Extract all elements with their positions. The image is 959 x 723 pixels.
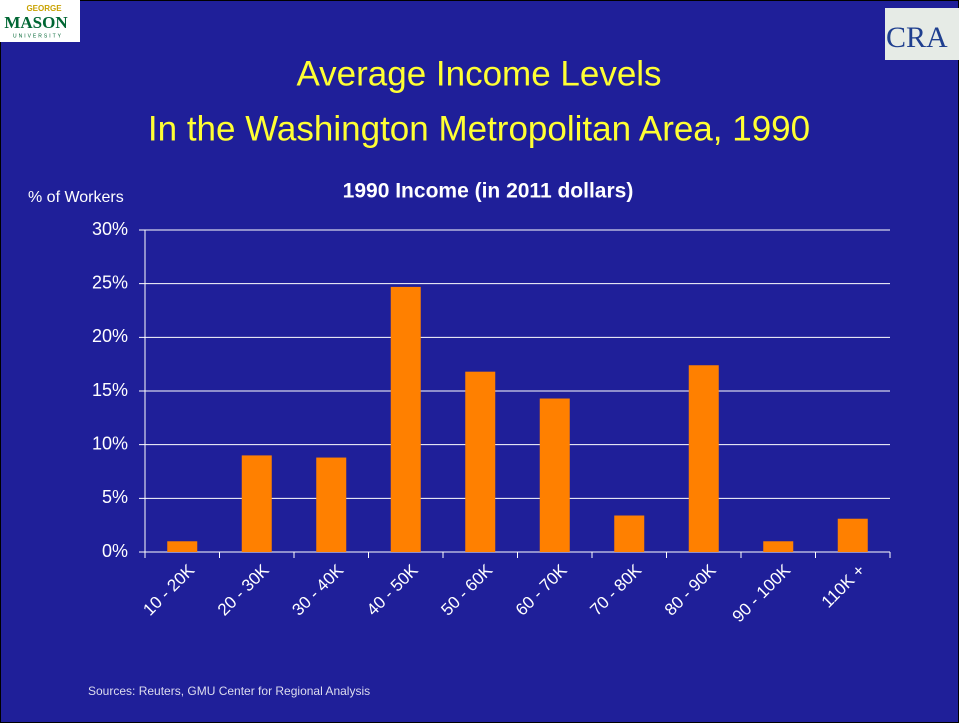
logo-text: UNIVERSITY (13, 33, 63, 39)
logo-text: MASON (4, 13, 68, 32)
y-axis-label: % of Workers (28, 189, 124, 206)
logo-text: CRA (886, 21, 948, 54)
chart-title: 1990 Income (in 2011 dollars) (343, 180, 634, 203)
bar (763, 541, 794, 552)
slide-title: In the Washington Metropolitan Area, 199… (148, 109, 810, 148)
bar (614, 515, 645, 552)
slide-title: Average Income Levels (296, 54, 661, 93)
bar (837, 518, 868, 552)
bar (688, 365, 719, 552)
y-tick-label: 20% (92, 326, 128, 346)
y-tick-label: 5% (102, 487, 128, 507)
y-tick-label: 15% (92, 380, 128, 400)
cra-logo (885, 8, 959, 60)
y-tick-label: 25% (92, 272, 128, 292)
bar (390, 286, 421, 552)
logo-text: GEORGE (26, 4, 62, 13)
gmu-logo (0, 0, 80, 42)
y-tick-label: 30% (92, 219, 128, 239)
bar (539, 398, 570, 552)
y-tick-label: 0% (102, 541, 128, 561)
bar (167, 541, 198, 552)
bar (316, 457, 347, 552)
bar (241, 455, 272, 552)
source-note: Sources: Reuters, GMU Center for Regiona… (88, 684, 370, 698)
y-tick-label: 10% (92, 433, 128, 453)
bar (465, 371, 496, 552)
